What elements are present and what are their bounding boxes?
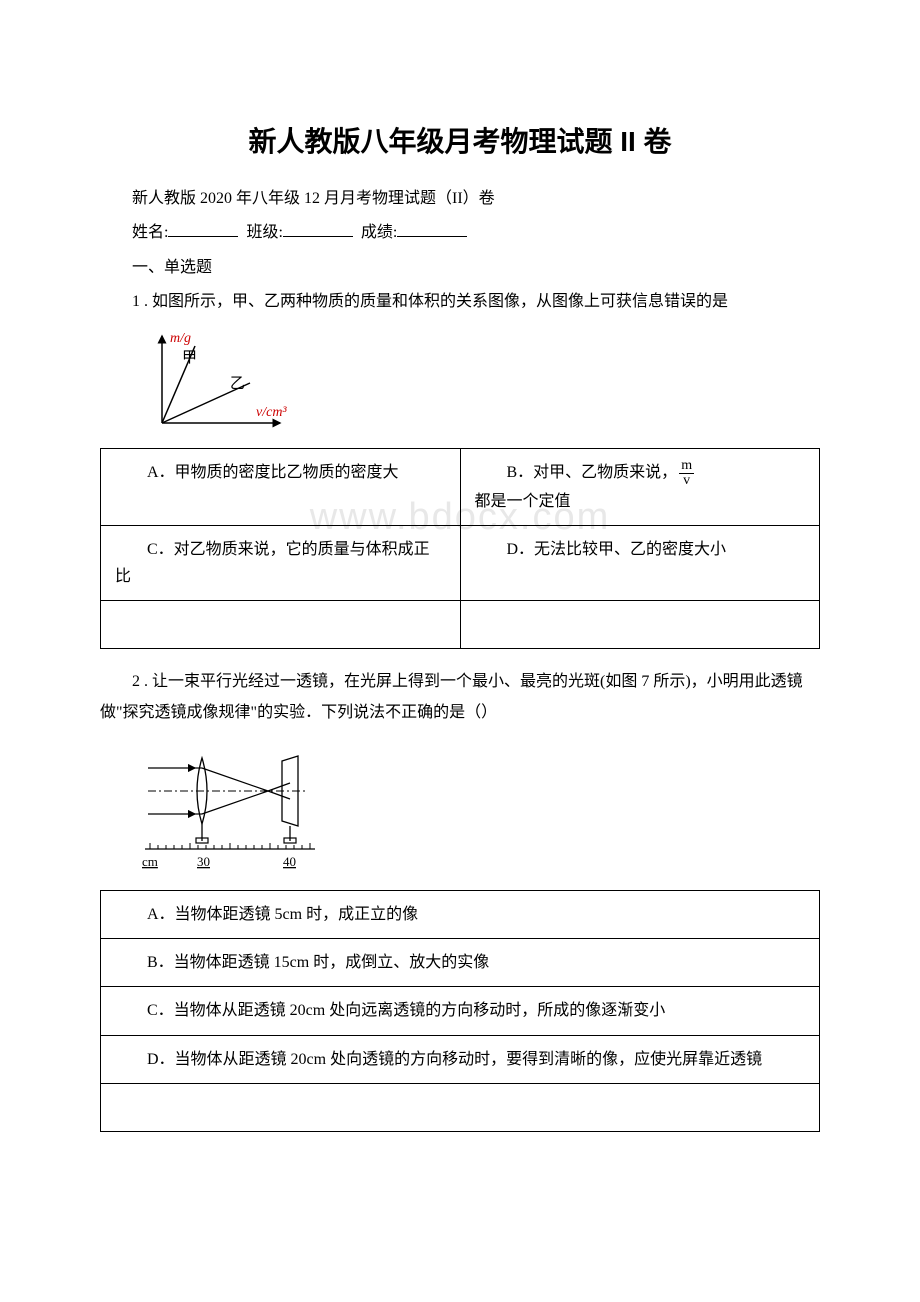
- q1-opt-b: B．对甲、乙物质来说，mv 都是一个定值: [460, 448, 820, 525]
- name-label: 姓名:: [132, 224, 168, 241]
- tick-40: 40: [283, 854, 296, 869]
- cm-label: cm: [142, 854, 158, 869]
- q2-opt-b: B．当物体距透镜 15cm 时，成倒立、放大的实像: [101, 939, 820, 987]
- table-row: A．当物体距透镜 5cm 时，成正立的像: [101, 891, 820, 939]
- q2-opt-d: D．当物体从距透镜 20cm 处向透镜的方向移动时，要得到清晰的像，应使光屏靠近…: [101, 1035, 820, 1083]
- class-blank: [283, 221, 353, 237]
- table-row: D．当物体从距透镜 20cm 处向透镜的方向移动时，要得到清晰的像，应使光屏靠近…: [101, 1035, 820, 1083]
- opt-text: D．无法比较甲、乙的密度大小: [507, 541, 727, 558]
- x-axis-label: v/cm³: [256, 405, 287, 420]
- line-jia-label: 甲: [182, 350, 197, 366]
- opt-text: A．甲物质的密度比乙物质的密度大: [147, 464, 399, 481]
- q2-opt-a: A．当物体距透镜 5cm 时，成正立的像: [101, 891, 820, 939]
- mass-volume-graph: m/g v/cm³ 甲 乙: [140, 328, 290, 438]
- q2-options-table: A．当物体距透镜 5cm 时，成正立的像 B．当物体距透镜 15cm 时，成倒立…: [100, 890, 820, 1132]
- frac-num: m: [679, 459, 694, 474]
- class-label: 班级:: [246, 224, 282, 241]
- page-title: 新人教版八年级月考物理试题 II 卷: [100, 120, 820, 160]
- table-row: [101, 601, 820, 649]
- name-blank: [168, 221, 238, 237]
- section-heading-1: 一、单选题: [100, 253, 820, 283]
- opt-text: B．当物体距透镜 15cm 时，成倒立、放大的实像: [147, 954, 489, 971]
- empty-cell: [101, 601, 461, 649]
- opt-text: D．当物体从距透镜 20cm 处向透镜的方向移动时，要得到清晰的像，应使光屏靠近…: [147, 1051, 762, 1068]
- opt-text: A．当物体距透镜 5cm 时，成正立的像: [147, 906, 418, 923]
- table-row: [101, 1083, 820, 1131]
- q1-options-table: A．甲物质的密度比乙物质的密度大 B．对甲、乙物质来说，mv 都是一个定值 C．…: [100, 448, 820, 650]
- opt-text: C．对乙物质来说，它的质量与体积成正比: [115, 541, 430, 585]
- frac-den: v: [679, 474, 694, 488]
- table-row: C．对乙物质来说，它的质量与体积成正比 D．无法比较甲、乙的密度大小: [101, 525, 820, 600]
- lens-diagram: cm 30 40: [140, 746, 320, 876]
- q1-graph: m/g v/cm³ 甲 乙: [140, 328, 820, 438]
- fraction: mv: [679, 459, 694, 488]
- table-row: B．当物体距透镜 15cm 时，成倒立、放大的实像: [101, 939, 820, 987]
- empty-cell: [460, 601, 820, 649]
- score-label: 成绩:: [361, 224, 397, 241]
- table-row: C．当物体从距透镜 20cm 处向远离透镜的方向移动时，所成的像逐渐变小: [101, 987, 820, 1035]
- q1-opt-a: A．甲物质的密度比乙物质的密度大: [101, 448, 461, 525]
- score-blank: [397, 221, 467, 237]
- empty-cell: [101, 1083, 820, 1131]
- subtitle: 新人教版 2020 年八年级 12 月月考物理试题（II）卷: [100, 184, 820, 214]
- line-yi-label: 乙: [230, 376, 245, 392]
- tick-30: 30: [197, 854, 210, 869]
- q1-opt-c: C．对乙物质来说，它的质量与体积成正比: [101, 525, 461, 600]
- q2-opt-c: C．当物体从距透镜 20cm 处向远离透镜的方向移动时，所成的像逐渐变小: [101, 987, 820, 1035]
- form-row: 姓名: 班级: 成绩:: [100, 218, 820, 248]
- opt-text: 都是一个定值: [475, 493, 571, 510]
- opt-text: C．当物体从距透镜 20cm 处向远离透镜的方向移动时，所成的像逐渐变小: [147, 1002, 665, 1019]
- y-axis-label: m/g: [170, 331, 191, 346]
- table-row: A．甲物质的密度比乙物质的密度大 B．对甲、乙物质来说，mv 都是一个定值: [101, 448, 820, 525]
- q2-diagram: cm 30 40: [140, 746, 820, 876]
- q1-stem: 1 . 如图所示，甲、乙两种物质的质量和体积的关系图像，从图像上可获信息错误的是: [100, 287, 820, 317]
- opt-text: B．对甲、乙物质来说，: [507, 464, 678, 481]
- q2-stem: 2 . 让一束平行光经过一透镜，在光屏上得到一个最小、最亮的光斑(如图 7 所示…: [100, 667, 820, 728]
- q1-opt-d: D．无法比较甲、乙的密度大小: [460, 525, 820, 600]
